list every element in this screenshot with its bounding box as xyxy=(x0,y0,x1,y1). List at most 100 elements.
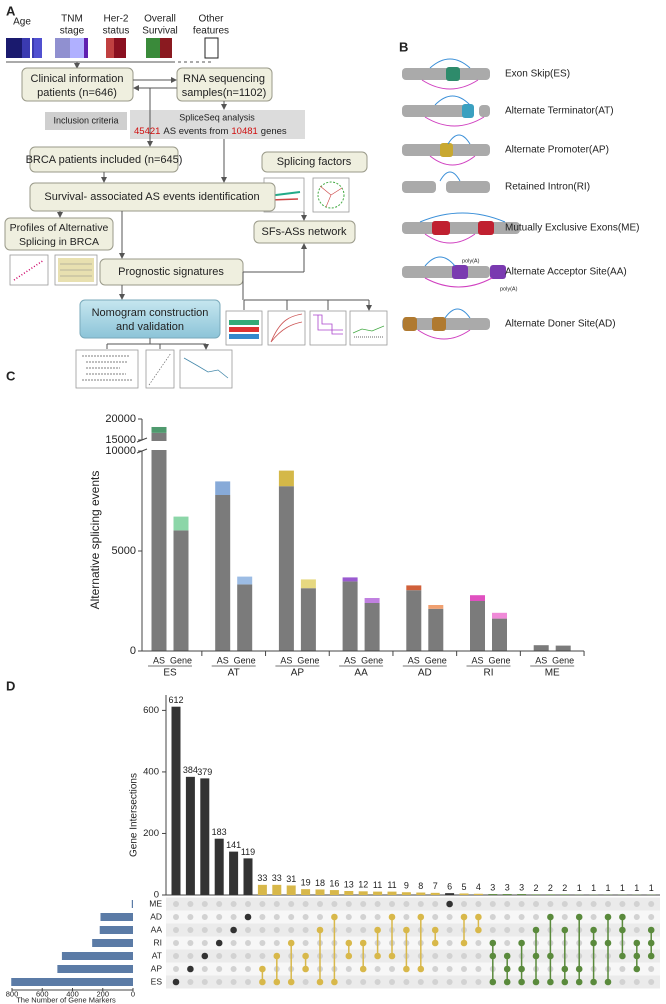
text: AS events from xyxy=(163,126,228,137)
set-size-bar xyxy=(131,900,133,908)
value-label: 379 xyxy=(197,767,212,777)
y-tick-label: 400 xyxy=(143,766,159,777)
matrix-dot xyxy=(460,939,468,947)
intersection-bar xyxy=(545,894,555,895)
matrix-dot xyxy=(518,914,525,920)
matrix-dot xyxy=(590,939,597,947)
splice-type-label: Alternate Doner Site(AD) xyxy=(505,319,616,330)
matrix-dot xyxy=(245,966,251,972)
bar-segment xyxy=(492,618,507,651)
matrix-dot xyxy=(633,939,641,947)
bar-segment xyxy=(173,530,189,651)
matrix-dot xyxy=(389,979,395,985)
exon xyxy=(446,67,460,81)
box-text: samples(n=1102) xyxy=(182,87,266,99)
bar-segment xyxy=(406,585,422,591)
matrix-band xyxy=(166,962,660,976)
matrix-dot xyxy=(331,978,338,986)
splice-arc xyxy=(434,95,471,106)
intron-bar xyxy=(479,105,490,117)
matrix-dot xyxy=(633,901,640,907)
matrix-dot xyxy=(359,939,367,947)
splice-diagram xyxy=(402,256,506,288)
x-tick-label: AS xyxy=(344,655,356,665)
intersection-bar xyxy=(473,893,483,895)
matrix-dot xyxy=(374,966,381,972)
matrix-dot xyxy=(561,926,569,934)
box-text: Prognostic signatures xyxy=(118,266,224,278)
matrix-dot xyxy=(489,901,496,907)
matrix-dot xyxy=(460,913,468,921)
bar-segment xyxy=(342,577,358,582)
matrix-dot xyxy=(259,953,266,959)
bar-segment xyxy=(300,588,316,651)
matrix-dot xyxy=(619,901,626,907)
arrow xyxy=(106,344,206,349)
intersection-bar xyxy=(200,778,210,895)
bar-segment xyxy=(215,481,231,495)
x-tick-label: AS xyxy=(535,655,547,665)
matrix-dot xyxy=(360,901,367,907)
matrix-dot xyxy=(244,913,252,921)
value-label: 18 xyxy=(315,878,325,888)
matrix-dot xyxy=(431,939,439,947)
value-label: 5 xyxy=(461,882,466,892)
matrix-dot xyxy=(360,979,367,985)
matrix-dot xyxy=(475,966,482,972)
bar-segment xyxy=(533,645,549,651)
matrix-dot xyxy=(619,966,626,972)
text: genes xyxy=(261,126,287,137)
matrix-dot xyxy=(461,979,467,985)
matrix-dot xyxy=(245,953,251,959)
matrix-dot xyxy=(489,914,496,920)
group-label: AD xyxy=(418,668,432,679)
matrix-dot xyxy=(388,913,396,921)
matrix-dot xyxy=(619,979,626,985)
y-tick-label: 200 xyxy=(143,828,159,839)
matrix-dot xyxy=(619,952,626,960)
matrix-dot xyxy=(201,952,209,960)
matrix-dot xyxy=(345,979,352,985)
splice-diagram xyxy=(402,212,520,244)
intersection-bar xyxy=(560,894,570,895)
box-text: 45421 AS events from 10481 genes xyxy=(134,126,287,137)
splice-diagram xyxy=(402,95,490,127)
set-size-bar xyxy=(57,965,133,973)
value-label: 1 xyxy=(591,883,596,893)
matrix-dot xyxy=(504,914,511,920)
matrix-dot xyxy=(403,901,410,907)
box-text: Nomogram construction xyxy=(92,307,209,319)
set-size-bar xyxy=(11,978,133,986)
matrix-dot xyxy=(518,978,525,986)
exon xyxy=(478,221,494,235)
matrix-dot xyxy=(633,952,641,960)
bar-segment xyxy=(364,598,380,603)
intersection-bar xyxy=(257,884,267,895)
value-label: 9 xyxy=(404,881,409,891)
panel-a: A Age TNM stage Her-2 status Overall Sur… xyxy=(4,3,388,389)
box xyxy=(45,112,127,130)
intersection-bar xyxy=(401,892,411,895)
matrix-dot xyxy=(172,978,180,986)
matrix-dot xyxy=(360,914,367,920)
matrix-dot xyxy=(475,901,482,907)
y-tick-label: 0 xyxy=(154,890,159,901)
matrix-dot xyxy=(590,914,597,920)
matrix-dot xyxy=(273,914,280,920)
matrix-dot xyxy=(475,940,482,946)
matrix-band xyxy=(166,936,660,950)
splice-diagram xyxy=(402,58,490,90)
matrix-dot xyxy=(633,979,640,985)
y-tick-label: 10000 xyxy=(105,445,136,457)
matrix-dot xyxy=(345,901,352,907)
matrix-dot xyxy=(374,952,381,960)
matrix-dot xyxy=(605,901,611,907)
matrix-dot xyxy=(504,901,511,907)
matrix-dot xyxy=(360,927,367,933)
panel-b: B Exon Skip(ES) Alternate Terminator(AT) A… xyxy=(399,39,639,340)
matrix-dot xyxy=(504,940,511,946)
matrix-dot xyxy=(633,914,640,920)
box-text: Survival- associated AS events identific… xyxy=(44,191,259,203)
bar-segment xyxy=(278,470,294,487)
matrix-dot xyxy=(287,978,295,986)
